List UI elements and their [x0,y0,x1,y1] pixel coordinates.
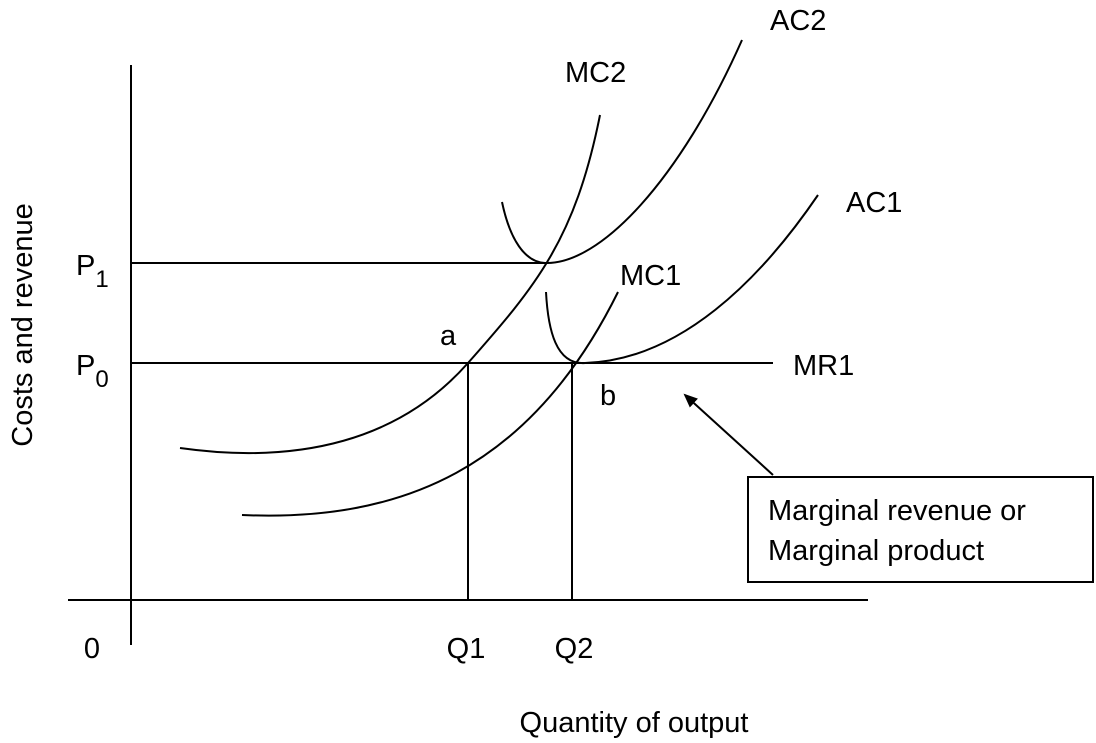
callout-line: Marginal product [768,535,984,567]
ac2-curve [501,39,743,265]
p1-label: P1 [76,250,109,293]
p0-sub: 0 [95,366,108,393]
callout-box [747,476,1094,583]
q2-label: Q2 [555,633,594,665]
mc1-label: MC1 [620,260,681,292]
point-b: b [600,380,616,412]
callout-arrow [683,393,774,476]
point-a: a [440,320,457,352]
q1-label: Q1 [447,633,486,665]
ac1-label: AC1 [846,187,902,219]
p1-main: P [76,250,95,282]
mc2-curve [179,114,601,455]
p0-label: P0 [76,350,109,393]
origin-label: 0 [84,633,100,665]
p0-main: P [76,350,95,382]
ac2-label: AC2 [770,5,826,37]
ac1-curve [545,194,819,365]
mr1-label: MR1 [793,350,854,382]
mc2-label: MC2 [565,57,626,89]
callout-line: Marginal revenue or [768,495,1026,527]
y-axis-label: Costs and revenue [7,203,39,446]
x-axis-label: Quantity of output [520,707,749,739]
p1-sub: 1 [95,266,108,293]
mc1-curve [241,291,619,517]
